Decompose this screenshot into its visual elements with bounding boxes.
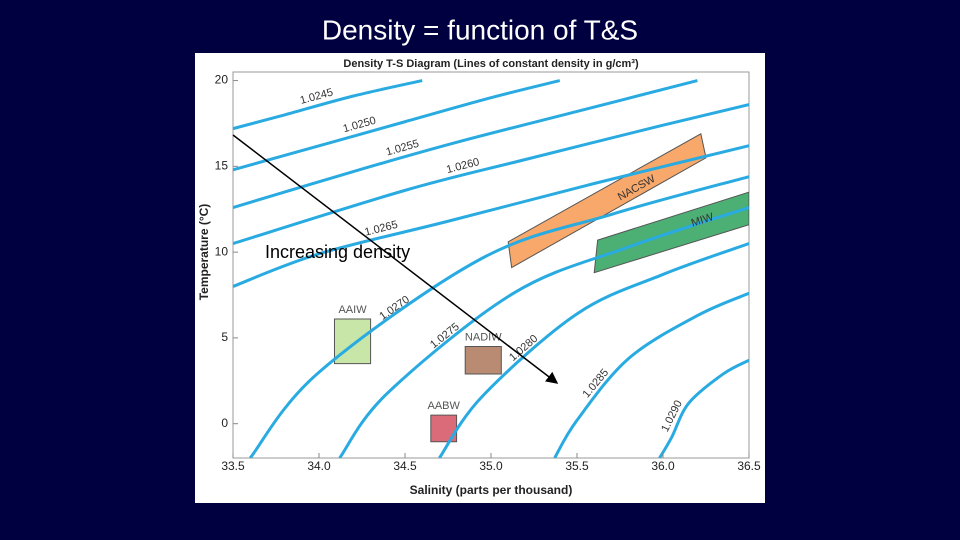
y-tick-label: 15	[215, 159, 229, 173]
y-tick-label: 20	[215, 73, 229, 87]
x-tick-label: 35.5	[565, 459, 589, 473]
chart-panel	[195, 53, 765, 503]
isopycnal	[233, 79, 698, 209]
x-axis-label: Salinity (parts per thousand)	[410, 483, 573, 497]
isopycnal	[233, 79, 423, 131]
water-mass-label: AABW	[427, 400, 460, 412]
annotation: Increasing density	[265, 242, 410, 262]
isopycnal	[249, 175, 749, 458]
isopycnal	[233, 144, 749, 288]
water-mass	[464, 345, 502, 375]
x-tick-label: 35.0	[479, 459, 503, 473]
isopycnal	[553, 291, 749, 458]
isopycnal	[338, 206, 749, 458]
y-tick-label: 5	[221, 330, 228, 344]
isopycnal	[658, 358, 749, 458]
water-mass-label: AAIW	[338, 304, 367, 316]
x-tick-label: 34.5	[393, 459, 417, 473]
plot-area	[233, 79, 749, 458]
y-axis-label: Temperature (°C)	[197, 204, 211, 301]
y-tick-label: 0	[221, 416, 228, 430]
x-tick-label: 36.0	[651, 459, 675, 473]
y-tick-label: 10	[215, 244, 229, 258]
x-tick-label: 34.0	[307, 459, 331, 473]
slide-title: Density = function of T&S	[322, 14, 638, 45]
chart-title: Density T-S Diagram (Lines of constant d…	[343, 58, 639, 70]
isopycnal	[438, 242, 749, 458]
isopycnal	[233, 79, 561, 172]
water-mass	[333, 318, 372, 365]
isopycnal	[233, 103, 749, 245]
water-mass	[430, 414, 458, 443]
x-tick-label: 36.5	[737, 459, 761, 473]
x-tick-label: 33.5	[221, 459, 245, 473]
annotation-arrow	[232, 134, 559, 384]
